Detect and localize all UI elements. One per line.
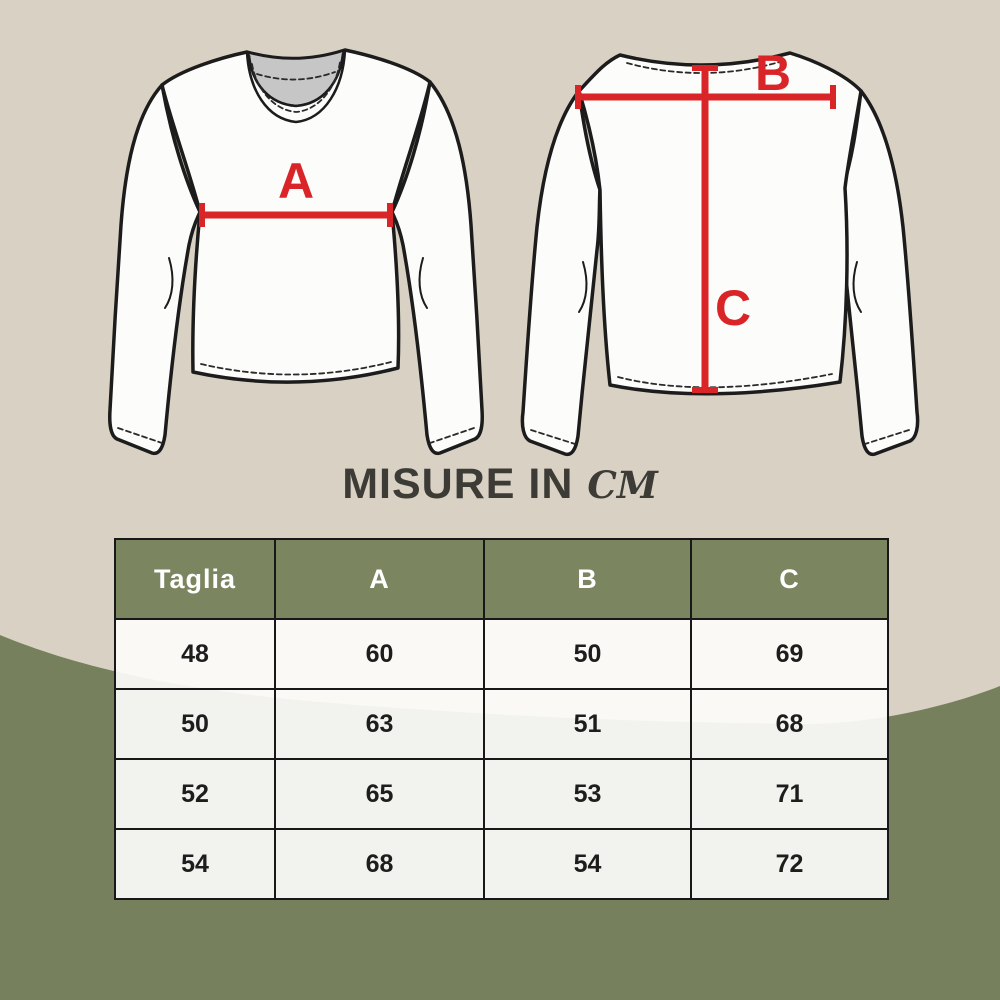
size-table-cell: 54: [484, 829, 691, 899]
front-neck-back-stitch: [256, 71, 336, 81]
back-left-sleeve: [520, 89, 602, 457]
title-unit: CM: [587, 463, 658, 507]
size-table-cell: 51: [484, 689, 691, 759]
back-body: [577, 51, 863, 396]
size-table-cell: 48: [115, 619, 275, 689]
size-table-header-cell: C: [691, 539, 888, 619]
front-right-cuff-stitch: [429, 427, 475, 444]
garment-back-drawing: B C: [520, 45, 920, 457]
back-left-cuff-stitch: [530, 429, 576, 445]
size-table-cell: 71: [691, 759, 888, 829]
size-table-header-cell: Taglia: [115, 539, 275, 619]
size-table-header-cell: A: [275, 539, 484, 619]
measurement-label-c: C: [715, 280, 751, 336]
page-title: MISURE IN CM: [0, 460, 1000, 516]
size-table-cell: 63: [275, 689, 484, 759]
size-table-cell: 54: [115, 829, 275, 899]
size-table-cell: 69: [691, 619, 888, 689]
size-table-cell: 52: [115, 759, 275, 829]
size-table-header-cell: B: [484, 539, 691, 619]
front-right-elbow-crease: [418, 257, 428, 309]
front-collar-stitch: [251, 61, 341, 113]
back-right-elbow-crease: [852, 261, 862, 313]
back-left-elbow-crease: [578, 261, 588, 313]
size-table-cell: 53: [484, 759, 691, 829]
back-right-cuff-stitch: [864, 429, 910, 445]
measurement-label-b: B: [755, 45, 791, 101]
front-left-elbow-crease: [164, 257, 174, 309]
size-table-cell: 68: [691, 689, 888, 759]
measurement-line-c: [692, 65, 718, 393]
front-left-cuff-stitch: [117, 427, 163, 444]
measurement-label-a: A: [278, 153, 314, 209]
size-table-cell: 72: [691, 829, 888, 899]
size-table: Taglia A B C 48 60 50 69 50 63 51 68 52 65 53 71 54 68 54 7…: [114, 538, 889, 900]
measurement-line-a: [199, 203, 393, 227]
size-table-cell: 68: [275, 829, 484, 899]
size-table-cell: 50: [115, 689, 275, 759]
size-table-cell: 65: [275, 759, 484, 829]
garment-front-drawing: A: [108, 48, 484, 456]
size-table-cell: 60: [275, 619, 484, 689]
size-table-cell: 50: [484, 619, 691, 689]
title-text: MISURE IN: [342, 460, 574, 508]
front-hem-stitch: [200, 361, 392, 376]
front-neckband: [245, 48, 347, 124]
